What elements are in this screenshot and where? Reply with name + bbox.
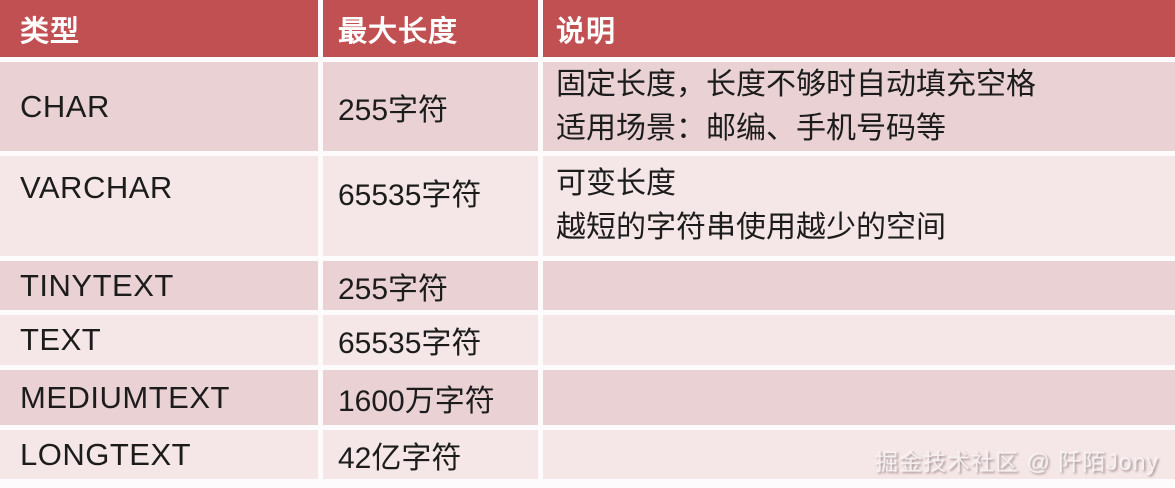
cell-maxlength-varchar: 65535字符 [323, 156, 538, 256]
cell-maxlength-tinytext: 255字符 [323, 261, 538, 310]
cell-maxlength-longtext: 42亿字符 [323, 430, 538, 479]
cell-maxlength-char: 255字符 [323, 62, 538, 151]
description-line: 可变长度 [556, 167, 676, 200]
cell-description-varchar: 可变长度 越短的字符串使用越少的空间 [543, 156, 1175, 256]
cell-description-char: 固定长度，长度不够时自动填充空格 适用场景：邮编、手机号码等 [543, 62, 1175, 151]
cell-type-varchar: VARCHAR [0, 156, 318, 256]
column-header-max-length: 最大长度 [323, 0, 538, 57]
cell-type-tinytext: TINYTEXT [0, 261, 318, 310]
cell-type-longtext: LONGTEXT [0, 430, 318, 479]
watermark: 掘金技术社区 @ 阡陌Jony [875, 449, 1159, 475]
cell-maxlength-mediumtext: 1600万字符 [323, 370, 538, 425]
description-line: 固定长度，长度不够时自动填充空格 [556, 67, 1036, 101]
cell-type-mediumtext: MEDIUMTEXT [0, 370, 318, 425]
description-line: 适用场景：邮编、手机号码等 [556, 111, 946, 145]
cell-type-text: TEXT [0, 315, 318, 365]
cell-description-tinytext [543, 261, 1175, 310]
cell-type-char: CHAR [0, 62, 318, 151]
cell-description-longtext [543, 430, 1175, 479]
description-line: 越短的字符串使用越少的空间 [556, 211, 946, 244]
column-header-type: 类型 [0, 0, 318, 57]
cell-maxlength-text: 65535字符 [323, 315, 538, 365]
cell-description-mediumtext [543, 370, 1175, 425]
cell-description-text [543, 315, 1175, 365]
column-header-description: 说明 [543, 0, 1175, 57]
